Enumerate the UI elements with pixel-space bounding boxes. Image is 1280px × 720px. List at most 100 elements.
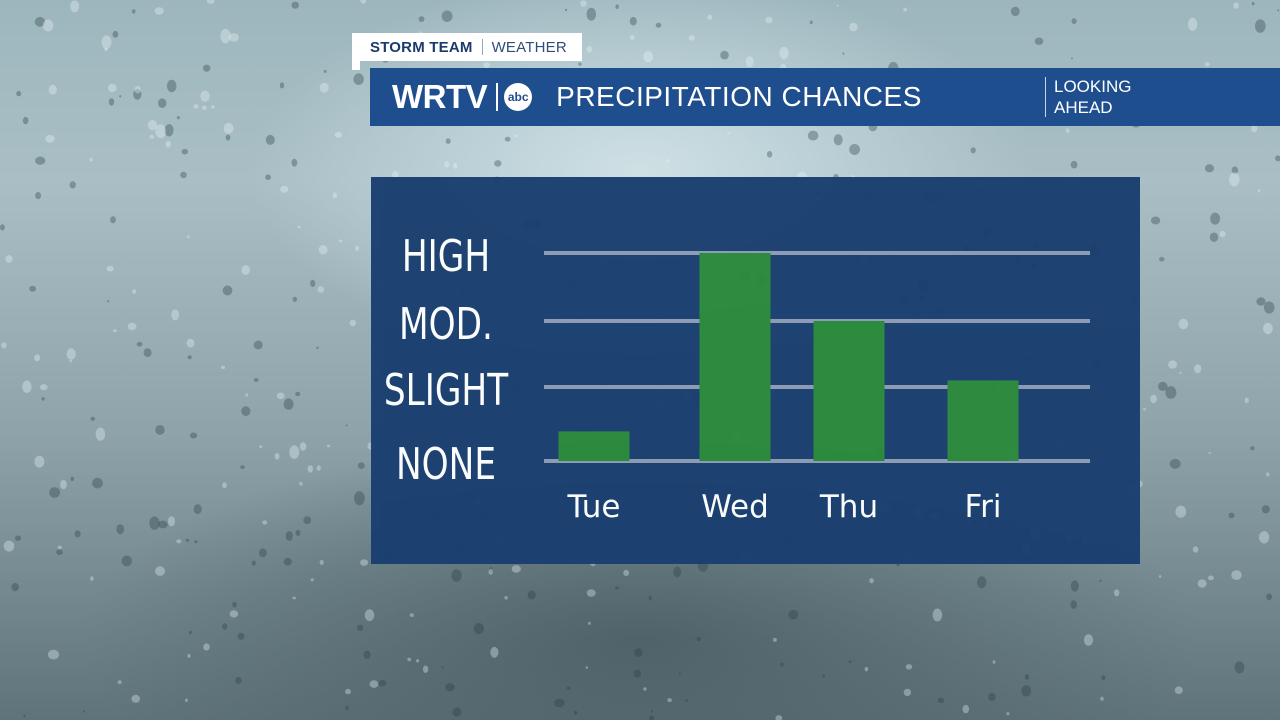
bar-fri xyxy=(947,380,1019,461)
subtitle-divider xyxy=(1045,77,1046,117)
raindrop xyxy=(360,559,369,566)
station-logo: WRTV xyxy=(392,78,488,115)
raindrop xyxy=(504,136,511,142)
raindrop xyxy=(1219,230,1226,238)
raindrop xyxy=(392,170,399,179)
raindrop xyxy=(962,704,970,714)
looking-ahead-label: LOOKING AHEAD xyxy=(1054,76,1131,118)
raindrop xyxy=(245,393,249,397)
raindrop xyxy=(356,624,364,631)
raindrop xyxy=(1263,322,1273,335)
raindrop xyxy=(1250,446,1255,451)
title-banner: WRTV abc PRECIPITATION CHANCES LOOKING A… xyxy=(370,68,1280,126)
raindrop xyxy=(3,540,15,552)
raindrop xyxy=(241,265,250,275)
raindrop xyxy=(297,225,301,229)
raindrop xyxy=(185,538,190,542)
raindrop xyxy=(1244,397,1249,404)
raindrop xyxy=(327,444,331,448)
raindrop xyxy=(57,545,63,550)
raindrop xyxy=(643,687,647,691)
raindrop xyxy=(69,359,73,363)
raindrop xyxy=(1165,386,1177,399)
raindrop xyxy=(1100,696,1104,701)
raindrop xyxy=(291,158,298,167)
raindrop xyxy=(262,520,268,525)
raindrop xyxy=(932,608,943,622)
raindrop xyxy=(40,384,48,391)
x-tick-label: Thu xyxy=(819,489,878,525)
raindrop xyxy=(108,98,115,106)
raindrop xyxy=(112,30,119,38)
logo-divider xyxy=(496,83,499,111)
raindrop xyxy=(1151,216,1161,225)
raindrop xyxy=(95,427,106,441)
raindrop xyxy=(1024,674,1030,680)
raindrop xyxy=(842,52,845,55)
raindrop xyxy=(1010,6,1020,17)
raindrop xyxy=(1174,686,1183,694)
raindrop xyxy=(193,504,202,515)
raindrop xyxy=(685,699,688,702)
raindrop xyxy=(117,680,122,684)
raindrop xyxy=(633,669,641,678)
raindrop xyxy=(473,623,484,635)
raindrop xyxy=(132,289,137,294)
raindrop xyxy=(110,216,116,224)
raindrop xyxy=(615,4,619,9)
raindrop xyxy=(772,637,777,642)
raindrop xyxy=(121,555,132,567)
raindrop xyxy=(181,148,188,155)
raindrop xyxy=(222,482,227,489)
raindrop xyxy=(688,35,695,41)
raindrop xyxy=(650,710,654,713)
raindrop xyxy=(1168,360,1177,369)
raindrop xyxy=(1266,593,1272,601)
raindrop xyxy=(237,632,245,640)
raindrop xyxy=(1150,394,1157,404)
raindrop xyxy=(42,19,54,32)
raindrop xyxy=(107,83,117,93)
raindrop xyxy=(580,0,587,7)
raindrop xyxy=(258,548,267,558)
raindrop xyxy=(89,157,93,162)
raindrop xyxy=(1251,124,1258,133)
raindrop xyxy=(1233,2,1239,9)
raindrop xyxy=(119,95,122,98)
raindrop xyxy=(147,120,158,131)
raindrop xyxy=(363,650,371,659)
raindrop xyxy=(280,185,289,193)
raindrop xyxy=(489,567,493,572)
raindrop xyxy=(200,90,210,102)
raindrop xyxy=(833,134,843,146)
raindrop xyxy=(527,590,536,600)
raindrop xyxy=(295,529,301,536)
raindrop xyxy=(345,705,349,711)
y-level-label: HIGH xyxy=(402,231,490,282)
raindrop xyxy=(494,160,502,167)
raindrop xyxy=(180,171,187,179)
raindrop xyxy=(634,648,643,657)
raindrop xyxy=(807,130,819,141)
raindrop xyxy=(285,531,293,541)
raindrop xyxy=(220,28,231,44)
raindrop xyxy=(696,636,701,642)
raindrop xyxy=(166,79,177,93)
raindrop xyxy=(158,520,168,529)
looking-ahead-line2: AHEAD xyxy=(1054,98,1113,117)
bar-tue xyxy=(558,431,630,461)
raindrop xyxy=(809,20,813,25)
raindrop xyxy=(16,90,22,97)
raindrop xyxy=(586,46,593,53)
raindrop xyxy=(186,338,195,348)
raindrop xyxy=(766,151,773,158)
raindrop xyxy=(1275,155,1280,162)
raindrop xyxy=(323,69,327,73)
raindrop xyxy=(127,322,137,331)
raindrop xyxy=(235,677,242,684)
raindrop xyxy=(445,138,451,144)
raindrop xyxy=(14,535,22,541)
raindrop xyxy=(259,445,263,449)
raindrop xyxy=(514,134,518,138)
raindrop xyxy=(418,16,425,22)
